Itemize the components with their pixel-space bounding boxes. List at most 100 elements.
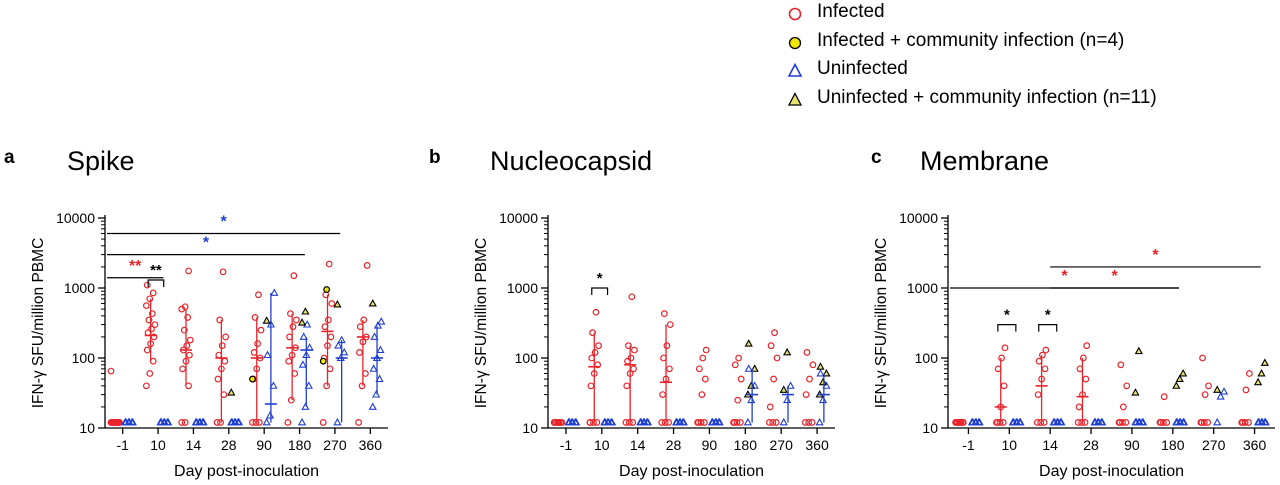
significance-star: ** xyxy=(129,258,142,275)
uninfected-point xyxy=(1098,417,1107,426)
uninfected-point xyxy=(818,395,828,404)
infected-point xyxy=(255,291,262,299)
x-tick-label: 14 xyxy=(186,437,202,453)
uninfected-point xyxy=(372,390,381,398)
infected-point xyxy=(661,419,669,426)
infected-point xyxy=(146,370,154,377)
infected-point xyxy=(699,354,707,362)
infected-point xyxy=(1204,419,1212,426)
infected-point xyxy=(145,316,153,324)
uninfected-point xyxy=(297,417,307,426)
uninfected-community-point xyxy=(297,318,307,326)
y-tick-label: 10 xyxy=(922,420,938,436)
infected-point xyxy=(697,419,705,426)
infected-point xyxy=(319,419,327,426)
infected-point xyxy=(1163,419,1171,426)
x-tick-label: 90 xyxy=(1124,437,1140,453)
uninfected-point xyxy=(607,417,617,426)
uninfected-point xyxy=(334,341,343,349)
y-tick-label: 10000 xyxy=(56,210,95,226)
uninfected-community-point xyxy=(301,307,310,315)
infected-point xyxy=(1078,419,1086,426)
infected-point xyxy=(772,419,780,426)
infected-point xyxy=(769,419,777,426)
legend-item-uninfected: Uninfected xyxy=(786,57,1256,86)
infected-point xyxy=(555,419,563,426)
legend-label: Uninfected + community infection (n=11) xyxy=(817,86,1157,108)
infected-point xyxy=(1079,354,1087,362)
infected-point xyxy=(107,367,115,375)
infected-point xyxy=(802,391,810,399)
legend-marker-filled-triangle xyxy=(787,91,803,106)
significance-star: * xyxy=(1111,268,1118,285)
significance-star: * xyxy=(1061,268,1068,285)
infected-point xyxy=(328,300,336,307)
infected-point xyxy=(180,326,188,334)
infected-point xyxy=(219,268,227,276)
significance-star: * xyxy=(1045,307,1051,324)
uninfected-point xyxy=(715,417,724,426)
uninfected-point xyxy=(779,417,788,426)
uninfected-community-point xyxy=(1257,368,1266,377)
infected-point xyxy=(805,419,813,426)
infected-point xyxy=(1201,391,1209,399)
uninfected-point xyxy=(816,368,825,377)
infected-point xyxy=(184,314,192,321)
infected-point xyxy=(213,419,221,426)
infected-point xyxy=(1122,419,1130,426)
infected-point xyxy=(355,419,363,426)
infected-point xyxy=(1200,419,1208,426)
uninfected-point xyxy=(373,321,383,329)
infected-community-point xyxy=(249,375,256,383)
uninfected-point xyxy=(265,411,275,419)
x-tick-label: -1 xyxy=(962,437,975,453)
infected-point xyxy=(666,321,674,329)
x-tick-label: 360 xyxy=(359,437,383,453)
infected-point xyxy=(142,382,150,390)
infected-point xyxy=(181,303,189,311)
uninfected-point xyxy=(128,417,137,426)
infected-point xyxy=(595,342,602,350)
infected-point xyxy=(148,310,156,318)
infected-point xyxy=(1245,419,1252,426)
y-tick-label: 10000 xyxy=(499,210,538,226)
panel-letter: b xyxy=(429,147,441,168)
infected-point xyxy=(1160,393,1168,401)
infected-point xyxy=(630,365,637,373)
infected-point xyxy=(627,354,635,362)
uninfected-community-point xyxy=(262,316,271,324)
uninfected-community-point xyxy=(1172,381,1181,389)
infected-point xyxy=(1041,365,1049,373)
y-tick-label: 100 xyxy=(515,350,539,366)
uninfected-point xyxy=(270,288,279,296)
uninfected-point xyxy=(1213,417,1222,426)
legend-item-infected-community: Infected + community infection (n=4) xyxy=(786,29,1256,58)
infected-point xyxy=(143,281,151,289)
infected-point xyxy=(222,333,230,341)
uninfected-community-point xyxy=(227,388,236,396)
infected-point xyxy=(257,326,265,334)
y-tick-label: 1000 xyxy=(507,280,538,296)
y-axis-label: IFN-γ SFU/million PBMC xyxy=(473,238,490,409)
infected-point xyxy=(284,419,292,426)
infected-point xyxy=(801,419,809,426)
infected-point xyxy=(113,419,121,426)
infected-point xyxy=(149,289,157,297)
x-tick-label: 90 xyxy=(256,437,272,453)
x-tick-label: 360 xyxy=(1243,437,1267,453)
uninfected-point xyxy=(572,417,581,426)
infected-point xyxy=(217,419,224,426)
uninfected-point xyxy=(299,332,308,340)
legend-item-uninfected-community: Uninfected + community infection (n=11) xyxy=(786,86,1256,115)
uninfected-point xyxy=(370,332,379,340)
uninfected-point xyxy=(743,417,753,426)
infected-point xyxy=(735,354,743,362)
uninfected-community-point xyxy=(1260,358,1270,366)
infected-point xyxy=(733,419,741,426)
uninfected-community-point xyxy=(1178,368,1188,377)
infected-point xyxy=(324,316,332,324)
infected-point xyxy=(360,316,368,324)
uninfected-point xyxy=(1261,417,1270,426)
significance-star: * xyxy=(221,214,228,231)
infected-community-point xyxy=(319,357,327,365)
